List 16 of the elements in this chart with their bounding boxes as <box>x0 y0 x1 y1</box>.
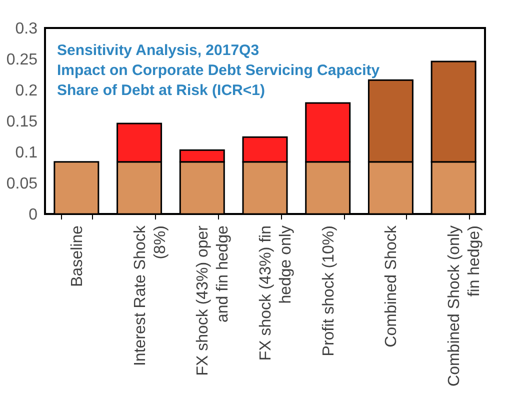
x-tick-label: FX shock (43%) oper and fin hedge <box>194 224 232 376</box>
x-tick-label: Interest Rate Shock (8%) <box>132 224 169 366</box>
y-tick-label: 0.2 <box>15 82 38 100</box>
y-tick-label: 0.05 <box>6 176 38 192</box>
x-tick-label: Baseline <box>68 225 86 287</box>
y-tick-label: 0.25 <box>6 52 38 68</box>
annotation: Impact on Corporate Debt Servicing Capacity <box>57 62 380 79</box>
y-tick-label: 0 <box>28 206 38 224</box>
annotation: Share of Debt at Risk (ICR<1) <box>57 82 265 99</box>
y-tick-label: 0.3 <box>15 20 38 38</box>
x-tick-label: Combined Shock (only fin hedge) <box>446 226 484 386</box>
x-tick-label: Combined Shock <box>383 224 400 348</box>
y-tick-label: 0.15 <box>6 114 38 130</box>
y-tick-label: 0.1 <box>15 144 38 162</box>
x-tick-label: Profit shock (10%) <box>320 226 338 356</box>
text: Sensitivity Analysis, 2017Q3 <box>57 42 260 59</box>
